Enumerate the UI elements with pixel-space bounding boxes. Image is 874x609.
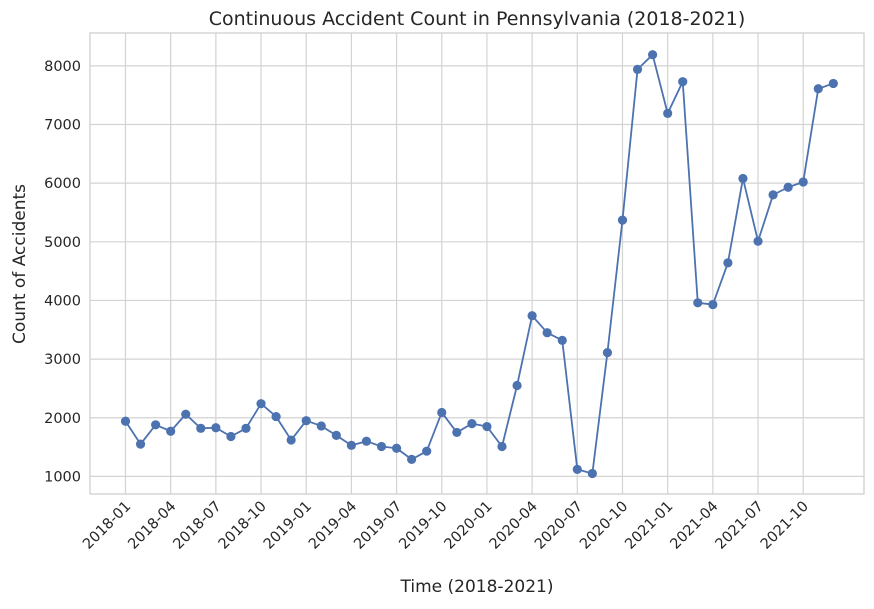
data-point <box>316 421 326 431</box>
x-tick-label: 2019-10 <box>396 499 450 553</box>
x-tick-label: 2018-01 <box>80 499 134 553</box>
data-point <box>437 407 447 418</box>
data-point <box>361 436 372 446</box>
y-tick-labels: 1000 2000 3000 4000 5000 6000 7000 8000 <box>44 59 81 486</box>
y-tick-label: 3000 <box>44 352 81 368</box>
data-point <box>166 426 176 436</box>
x-tick-label: 2019-04 <box>306 499 360 553</box>
x-tick-label: 2019-07 <box>351 499 405 553</box>
x-tick-label: 2020-10 <box>577 499 631 553</box>
y-tick-label: 5000 <box>44 235 81 251</box>
x-tick-label: 2021-10 <box>758 499 812 553</box>
data-point <box>135 439 146 449</box>
data-point <box>587 468 597 479</box>
y-tick-label: 4000 <box>44 293 81 309</box>
data-point <box>452 427 462 438</box>
y-tick-label: 2000 <box>44 411 81 427</box>
data-point <box>798 177 808 187</box>
data-point <box>211 423 221 433</box>
x-tick-label: 2018-07 <box>171 499 225 553</box>
x-tick-label: 2020-04 <box>487 499 541 553</box>
data-point <box>678 77 688 87</box>
data-point <box>376 441 387 452</box>
data-point <box>497 441 507 452</box>
data-point <box>301 416 311 426</box>
x-tick-label: 2021-01 <box>622 499 676 553</box>
y-tick-label: 1000 <box>44 469 81 485</box>
data-point <box>120 416 131 426</box>
data-point <box>708 299 718 310</box>
x-tick-label: 2020-07 <box>532 499 586 553</box>
x-tick-label: 2019-01 <box>261 499 315 553</box>
data-point <box>828 78 838 89</box>
x-axis-label: Time (2018-2021) <box>400 577 554 597</box>
y-tick-label: 7000 <box>44 117 81 133</box>
data-point <box>632 64 643 74</box>
data-point <box>557 335 567 345</box>
data-point <box>181 409 191 419</box>
data-point <box>512 380 522 391</box>
data-point <box>738 173 748 184</box>
data-point <box>241 423 251 433</box>
data-point <box>407 454 417 464</box>
data-point <box>663 108 673 118</box>
x-tick-label: 2018-04 <box>125 499 179 553</box>
data-point <box>286 435 296 445</box>
data-point <box>602 348 613 358</box>
data-point <box>768 190 778 200</box>
data-point <box>813 84 823 94</box>
data-point <box>271 411 281 422</box>
x-tick-label: 2020-01 <box>442 499 496 553</box>
data-point <box>226 431 236 442</box>
data-point <box>527 311 537 321</box>
x-tick-label: 2018-10 <box>216 499 270 553</box>
data-point <box>572 464 582 474</box>
data-point <box>256 399 266 409</box>
data-point <box>482 421 492 432</box>
data-point <box>391 443 402 453</box>
data-point <box>648 50 658 60</box>
data-point <box>422 446 432 456</box>
data-point <box>693 298 703 308</box>
data-point <box>346 440 356 450</box>
data-point <box>753 236 763 246</box>
x-tick-label: 2021-04 <box>668 499 722 553</box>
y-tick-label: 8000 <box>44 59 81 75</box>
data-points <box>120 50 838 479</box>
data-point <box>723 258 733 268</box>
chart-title: Continuous Accident Count in Pennsylvani… <box>209 8 746 30</box>
data-point <box>151 420 161 430</box>
y-tick-label: 6000 <box>44 176 81 192</box>
data-point <box>617 215 628 225</box>
data-point <box>196 423 206 433</box>
y-axis-label: Count of Accidents <box>10 184 30 344</box>
data-point <box>467 419 477 429</box>
data-point <box>331 430 341 440</box>
data-point <box>783 182 793 192</box>
x-tick-labels: 2018-012018-042018-072018-102019-012019-… <box>80 499 812 553</box>
data-point <box>542 328 552 338</box>
x-tick-label: 2021-07 <box>713 499 767 553</box>
